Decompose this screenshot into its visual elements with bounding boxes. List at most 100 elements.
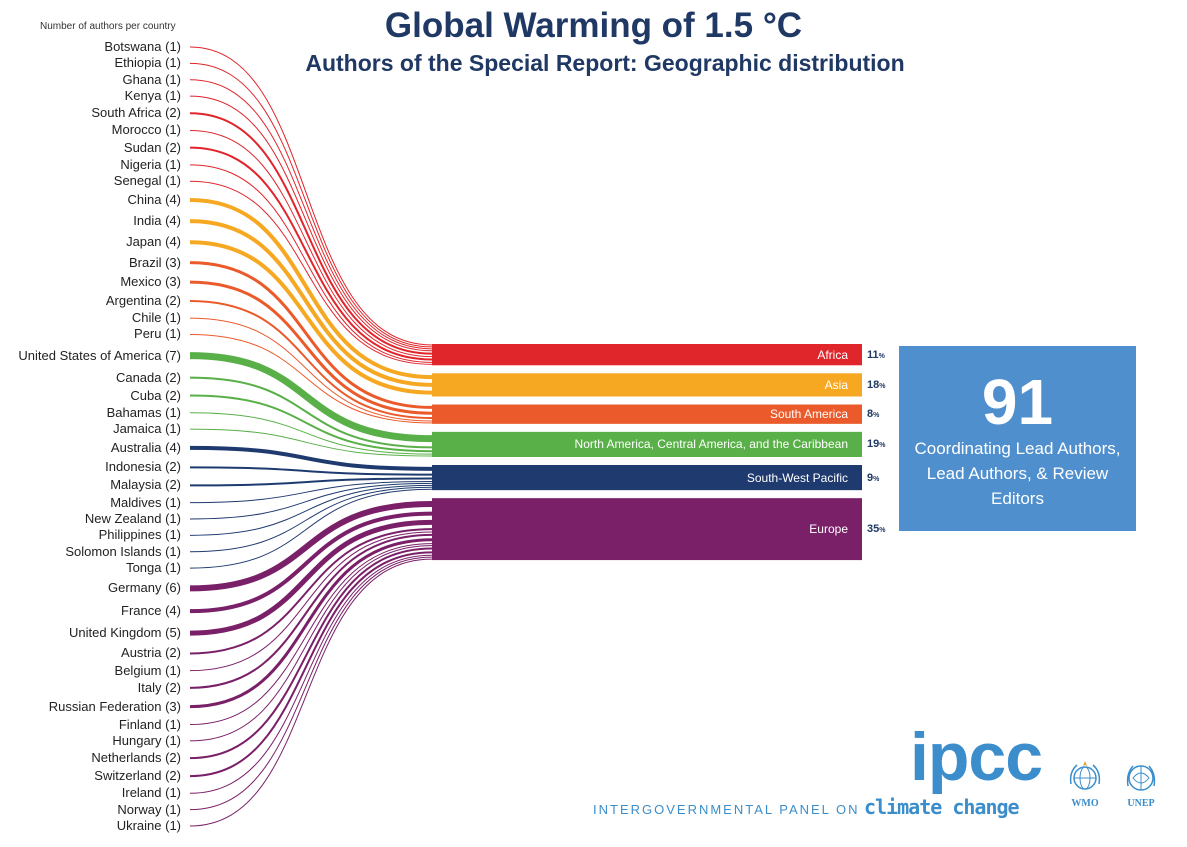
country-label-bahamas: Bahamas (1)	[106, 404, 181, 420]
flow-hungary	[189, 545, 433, 742]
country-label-philippines: Philippines (1)	[98, 527, 181, 543]
total-authors-number: 91	[981, 366, 1054, 438]
country-label-norway: Norway (1)	[117, 801, 181, 817]
country-label-malaysia: Malaysia (2)	[110, 477, 181, 493]
region-label-north-america-central-america-and-the-caribbean: North America, Central America, and the …	[574, 437, 848, 452]
country-label-japan: Japan (4)	[126, 234, 181, 250]
flow-russian-federation	[189, 538, 433, 709]
country-label-austria: Austria (2)	[121, 645, 181, 661]
flow-kenya	[189, 95, 433, 352]
country-label-solomon-islands: Solomon Islands (1)	[65, 543, 181, 559]
country-label-ireland: Ireland (1)	[121, 785, 181, 801]
country-label-maldives: Maldives (1)	[110, 494, 181, 510]
flow-tonga	[189, 488, 433, 569]
flow-chile	[189, 317, 433, 422]
flow-japan	[189, 240, 433, 395]
region-bar-south-west-pacific	[432, 465, 862, 491]
country-label-australia: Australia (4)	[110, 439, 181, 455]
flow-united-kingdom	[189, 519, 433, 636]
country-label-united-kingdom: United Kingdom (5)	[69, 625, 181, 641]
country-label-ghana: Ghana (1)	[122, 71, 181, 87]
country-label-canada: Canada (2)	[115, 369, 181, 385]
flow-jamaica	[189, 428, 433, 457]
unep-label: UNEP	[1127, 798, 1155, 809]
country-label-argentina: Argentina (2)	[105, 292, 181, 308]
flow-maldives	[189, 480, 433, 504]
country-label-ethiopia: Ethiopia (1)	[114, 55, 181, 71]
flow-malaysia	[189, 477, 433, 487]
country-label-indonesia: Indonesia (2)	[105, 459, 181, 475]
flow-germany	[189, 500, 433, 592]
country-label-morocco: Morocco (1)	[111, 122, 181, 138]
flow-brazil	[189, 261, 433, 409]
region-percent-south-america: 8%	[867, 408, 880, 421]
ipcc-logo: ipcc	[910, 719, 1043, 795]
country-label-sudan: Sudan (2)	[123, 139, 181, 155]
country-label-new-zealand: New Zealand (1)	[84, 510, 181, 526]
country-label-hungary: Hungary (1)	[112, 732, 181, 748]
region-percent-asia: 18%	[867, 378, 886, 391]
region-percent-north-america-central-america-and-the-caribbean: 19%	[867, 438, 886, 451]
wmo-emblem-icon	[1069, 761, 1101, 790]
flow-cuba	[189, 394, 433, 453]
region-label-africa: Africa	[817, 347, 848, 362]
region-label-south-america: South America	[769, 407, 848, 422]
country-label-netherlands: Netherlands (2)	[91, 750, 181, 766]
region-bar-africa	[432, 344, 862, 366]
flow-sudan	[189, 146, 433, 361]
country-label-kenya: Kenya (1)	[124, 88, 181, 104]
flow-china	[189, 197, 433, 380]
flow-switzerland	[189, 551, 433, 778]
flow-botswana	[189, 46, 433, 346]
flow-solomon-islands	[189, 486, 433, 553]
flow-nigeria	[189, 164, 433, 363]
country-label-chile: Chile (1)	[131, 310, 181, 326]
flow-italy	[189, 533, 433, 689]
region-percent-value: 18	[867, 378, 880, 391]
country-label-senegal: Senegal (1)	[113, 173, 181, 189]
country-label-belgium: Belgium (1)	[114, 662, 181, 678]
country-label-france: France (4)	[121, 603, 181, 619]
flow-peru	[189, 333, 433, 424]
flow-ukraine	[189, 558, 433, 827]
flow-france	[189, 511, 433, 614]
flow-belgium	[189, 531, 433, 672]
flow-austria	[189, 528, 433, 655]
country-label-botswana: Botswana (1)	[104, 39, 181, 54]
region-bar-europe	[432, 498, 862, 561]
unep-emblem-icon	[1126, 765, 1156, 791]
region-percent-value: 9	[867, 471, 874, 484]
page-title: Global Warming of 1.5 °C	[384, 6, 803, 45]
country-label-ukraine: Ukraine (1)	[116, 818, 181, 833]
region-bar-asia	[432, 373, 862, 397]
axis-caption: Number of authors per country	[40, 21, 176, 32]
flow-indonesia	[189, 466, 433, 476]
flow-mexico	[189, 280, 433, 415]
total-authors-label: Coordinating Lead Authors, Lead Authors,…	[914, 439, 1121, 508]
ipcc-tagline-part1: INTERGOVERNMENTAL PANEL ON	[593, 802, 860, 817]
country-label-jamaica: Jamaica (1)	[113, 421, 181, 437]
region-label-europe: Europe	[809, 522, 848, 537]
region-percent-value: 35	[867, 523, 880, 536]
flow-netherlands	[189, 547, 433, 760]
country-label-switzerland: Switzerland (2)	[94, 768, 181, 784]
region-label-asia: Asia	[824, 377, 848, 392]
flow-philippines	[189, 484, 433, 536]
flow-argentina	[189, 299, 433, 420]
flow-united-states-of-america	[189, 352, 433, 443]
flow-new-zealand	[189, 482, 433, 520]
country-label-cuba: Cuba (2)	[130, 387, 181, 403]
total-authors-box: 91 Coordinating Lead Authors, Lead Autho…	[899, 346, 1136, 531]
flow-india	[189, 219, 433, 387]
wmo-logo: WMO	[1063, 760, 1107, 809]
country-label-germany: Germany (6)	[108, 580, 181, 596]
flow-south-africa	[189, 112, 433, 355]
flow-australia	[189, 445, 433, 471]
region-percent-value: 19	[867, 438, 880, 451]
country-label-united-states-of-america: United States of America (7)	[18, 347, 181, 363]
region-bar-south-america	[432, 404, 862, 424]
region-percent-value: 8	[867, 408, 874, 421]
flow-bahamas	[189, 412, 433, 455]
country-label-peru: Peru (1)	[134, 326, 181, 342]
